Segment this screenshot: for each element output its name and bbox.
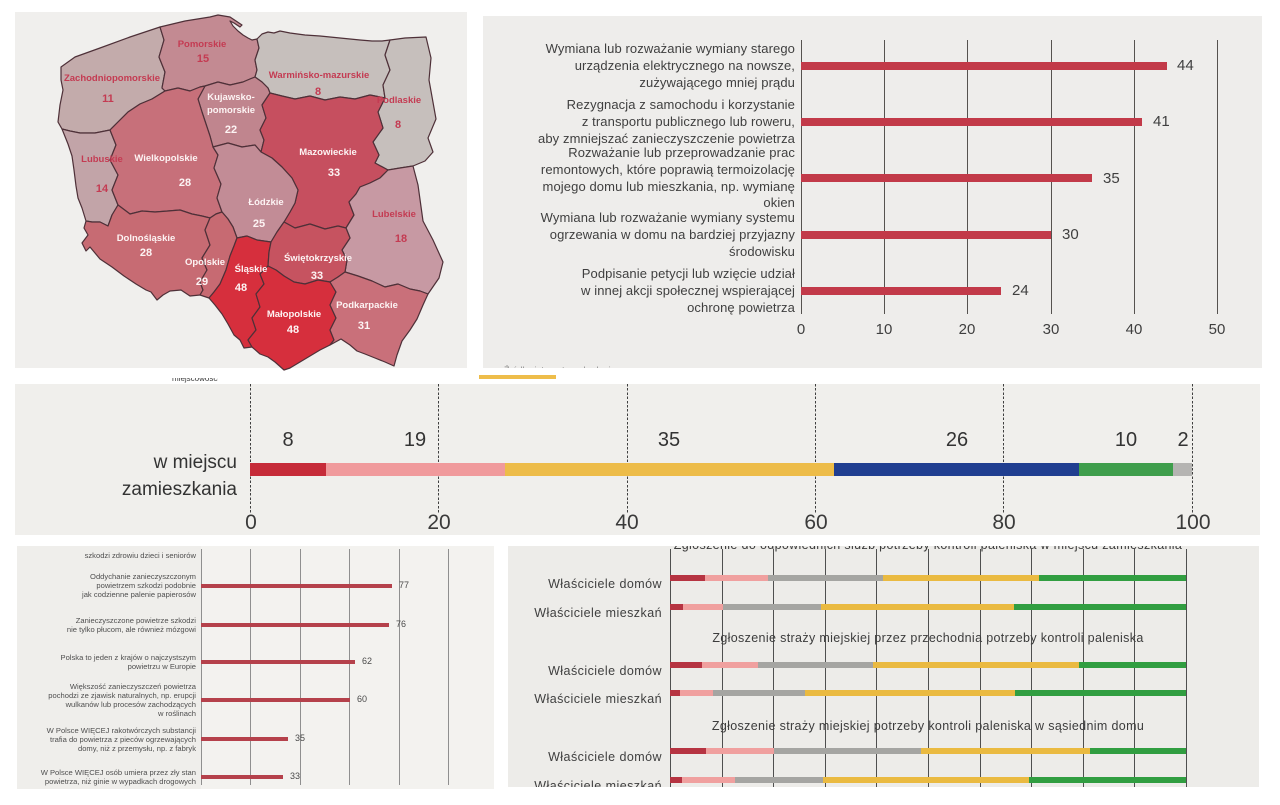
- svg-text:Łódzkie: Łódzkie: [248, 197, 283, 208]
- svg-text:15: 15: [197, 53, 209, 65]
- svg-text:25: 25: [253, 218, 265, 230]
- svg-text:Małopolskie: Małopolskie: [267, 309, 321, 320]
- svg-text:Dolnośląskie: Dolnośląskie: [117, 233, 176, 244]
- svg-text:Podlaskie: Podlaskie: [377, 95, 421, 106]
- svg-text:28: 28: [140, 247, 152, 259]
- svg-text:8: 8: [315, 86, 321, 98]
- svg-text:Opolskie: Opolskie: [185, 257, 225, 268]
- svg-text:29: 29: [196, 276, 208, 288]
- svg-text:28: 28: [179, 177, 191, 189]
- svg-text:48: 48: [235, 282, 247, 294]
- svg-text:Świętokrzyskie: Świętokrzyskie: [284, 252, 352, 264]
- svg-text:Zachodniopomorskie: Zachodniopomorskie: [64, 73, 160, 84]
- svg-text:11: 11: [102, 93, 114, 105]
- svg-text:Warmińsko-mazurskie: Warmińsko-mazurskie: [269, 70, 370, 81]
- svg-text:Pomorskie: Pomorskie: [178, 39, 227, 50]
- svg-text:14: 14: [96, 183, 109, 195]
- svg-text:Lubelskie: Lubelskie: [372, 209, 416, 220]
- svg-text:Mazowieckie: Mazowieckie: [299, 147, 357, 158]
- svg-text:Śląskie: Śląskie: [235, 263, 268, 275]
- svg-text:Podkarpackie: Podkarpackie: [336, 300, 398, 311]
- svg-text:8: 8: [395, 119, 401, 131]
- svg-text:31: 31: [358, 320, 370, 332]
- svg-text:18: 18: [395, 233, 407, 245]
- svg-text:Kujawsko-: Kujawsko-: [207, 92, 255, 103]
- svg-text:Lubuskie: Lubuskie: [81, 154, 123, 165]
- svg-text:Wielkopolskie: Wielkopolskie: [134, 153, 197, 164]
- svg-text:33: 33: [311, 270, 323, 282]
- svg-text:48: 48: [287, 324, 299, 336]
- svg-text:22: 22: [225, 124, 237, 136]
- svg-text:33: 33: [328, 167, 340, 179]
- svg-text:pomorskie: pomorskie: [207, 105, 255, 116]
